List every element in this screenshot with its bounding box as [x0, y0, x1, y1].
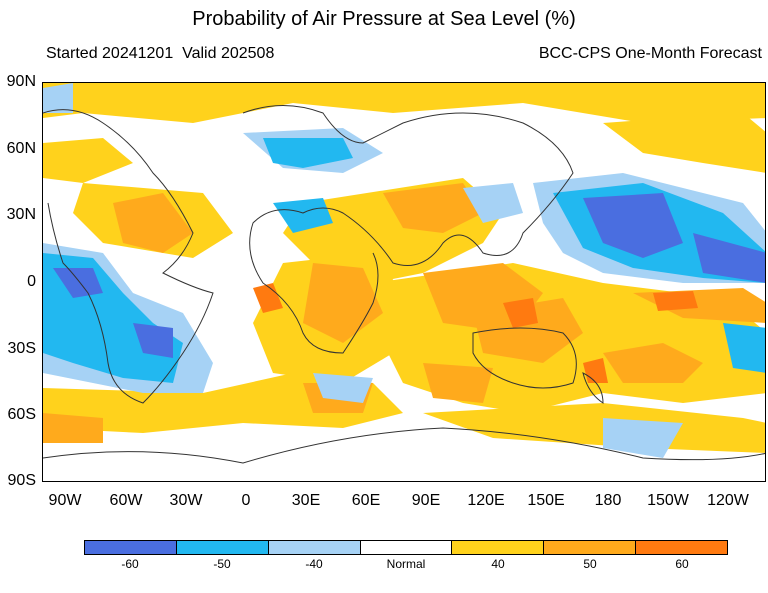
- legend-label-60: 60: [675, 557, 689, 571]
- probability-map: [43, 83, 765, 481]
- lon-label-150e: 150E: [527, 492, 565, 509]
- lon-label-0: 0: [241, 492, 251, 509]
- below-normal-strong-regions: [53, 193, 765, 358]
- lon-label-30e: 30E: [291, 492, 321, 509]
- forecast-dates: Started 20241201 Valid 202508: [46, 45, 275, 62]
- lon-label-60w: 60W: [109, 492, 143, 509]
- map-panel: [42, 82, 766, 482]
- legend-label-40: 40: [491, 557, 505, 571]
- lat-label-90n: 90N: [6, 73, 36, 90]
- lat-label-90s: 90S: [7, 472, 36, 489]
- legend-box-50: [544, 541, 637, 554]
- map-title: Probability of Air Pressure at Sea Level…: [192, 8, 576, 30]
- coastlines: [43, 105, 765, 464]
- legend-box-m50: [176, 541, 269, 554]
- lon-label-120e: 120E: [467, 492, 505, 509]
- lon-label-90w: 90W: [48, 492, 82, 509]
- lon-label-30w: 30W: [169, 492, 203, 509]
- legend-box-60: [636, 541, 728, 554]
- lat-label-60s: 60S: [7, 406, 36, 423]
- legend-label-m60: -60: [121, 557, 139, 571]
- lon-label-60e: 60E: [351, 492, 381, 509]
- lat-label-60n: 60N: [6, 140, 36, 157]
- color-legend: [84, 540, 728, 555]
- legend-box-m60: [85, 541, 177, 554]
- legend-box-normal: [360, 541, 453, 554]
- legend-box-40: [452, 541, 545, 554]
- lon-label-120w: 120W: [707, 492, 749, 509]
- legend-label-50: 50: [583, 557, 597, 571]
- lon-label-180: 180: [594, 492, 622, 509]
- lon-label-90e: 90E: [411, 492, 441, 509]
- lat-label-30n: 30N: [6, 206, 36, 223]
- legend-box-m40: [268, 541, 361, 554]
- lat-label-eq: 0: [27, 273, 36, 290]
- lon-label-150w: 150W: [647, 492, 689, 509]
- forecast-source: BCC-CPS One-Month Forecast: [538, 45, 762, 62]
- lat-label-30s: 30S: [7, 340, 36, 357]
- legend-label-normal: Normal: [386, 557, 426, 571]
- legend-label-m50: -50: [213, 557, 231, 571]
- legend-label-m40: -40: [305, 557, 323, 571]
